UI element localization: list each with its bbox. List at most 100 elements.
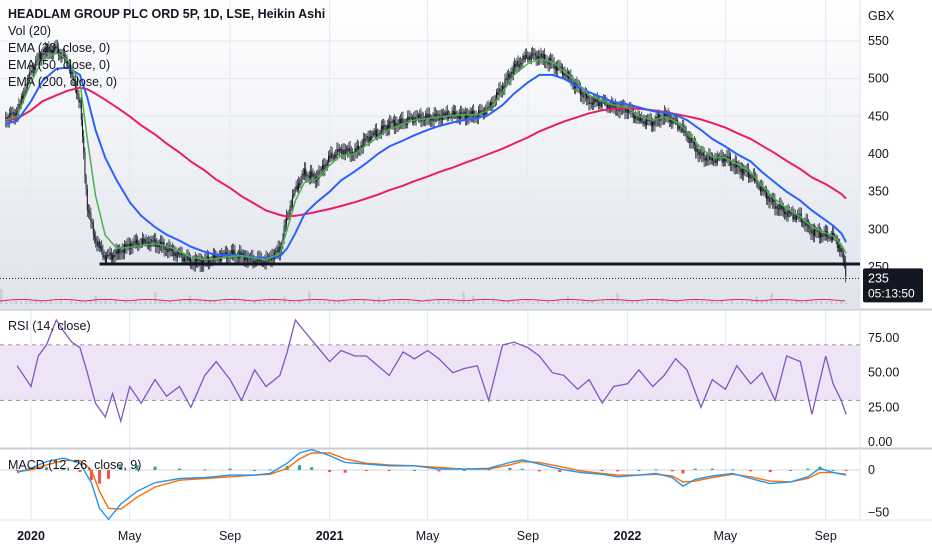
- candle-body: [276, 250, 278, 253]
- candle-body: [468, 115, 470, 118]
- candle-body: [731, 163, 733, 165]
- candle-body: [791, 212, 793, 214]
- volume-bar: [357, 302, 361, 304]
- volume-bar: [84, 301, 87, 304]
- macd-histogram-bar: [768, 470, 772, 473]
- macd-histogram-bar: [412, 470, 416, 471]
- candle-body: [830, 236, 832, 241]
- candle-body: [112, 254, 114, 260]
- candle-body: [738, 164, 740, 168]
- candle-body: [221, 252, 223, 261]
- candle-body: [371, 135, 373, 141]
- legend-ema20[interactable]: EMA (20, close, 0): [8, 41, 111, 55]
- candle-body: [256, 261, 258, 264]
- candle-body: [733, 164, 735, 168]
- candle-body: [840, 248, 842, 252]
- volume-bar: [218, 301, 222, 304]
- volume-bar: [198, 300, 202, 304]
- candle-body: [692, 141, 694, 143]
- candle-body: [212, 254, 214, 262]
- candle-body: [292, 195, 294, 207]
- candle-body: [25, 88, 27, 91]
- candle-body: [196, 257, 198, 262]
- candle-body: [133, 241, 135, 243]
- volume-bar: [705, 301, 709, 304]
- volume-bar: [482, 300, 485, 304]
- candle-body: [356, 145, 358, 152]
- candle-body: [47, 46, 49, 52]
- candle-body: [253, 260, 255, 265]
- candle-body: [767, 195, 769, 200]
- candle-body: [766, 192, 768, 200]
- candle-body: [382, 125, 384, 130]
- volume-bar: [785, 300, 788, 304]
- candle-body: [348, 147, 350, 152]
- candle-body: [311, 171, 313, 177]
- candle-body: [385, 126, 387, 130]
- candle-body: [137, 239, 139, 247]
- candle-body: [332, 157, 334, 159]
- volume-bar: [109, 302, 112, 304]
- volume-bar: [119, 302, 122, 304]
- candle-body: [553, 62, 555, 69]
- macd-legend[interactable]: MACD (12, 26, close, 9): [8, 458, 142, 472]
- candle-body: [768, 195, 770, 203]
- candle-body: [635, 116, 637, 120]
- volume-bar: [581, 300, 585, 304]
- candle-body: [72, 71, 74, 81]
- candle-body: [812, 230, 814, 236]
- candle-body: [440, 115, 442, 120]
- candle-body: [209, 260, 211, 264]
- volume-bar: [497, 302, 500, 304]
- candle-body: [772, 198, 774, 203]
- candle-body: [270, 256, 272, 262]
- price-axis-unit: GBX: [868, 9, 895, 23]
- legend-ema200[interactable]: EMA (200, close, 0): [8, 75, 118, 89]
- candle-body: [179, 253, 181, 256]
- candle-body: [34, 66, 36, 70]
- candle-body: [420, 113, 422, 122]
- candle-body: [67, 65, 69, 67]
- candle-body: [491, 102, 493, 108]
- candle-body: [30, 70, 32, 72]
- volume-bar: [646, 300, 649, 304]
- candle-body: [503, 86, 505, 89]
- candle-body: [197, 259, 199, 262]
- candle-body: [547, 60, 549, 65]
- volume-bar: [288, 300, 291, 304]
- candle-body: [210, 260, 212, 262]
- volume-bar: [840, 300, 843, 304]
- candle-body: [354, 148, 356, 155]
- candle-body: [524, 54, 526, 60]
- candle-body: [498, 88, 500, 95]
- macd-histogram-bar: [520, 468, 524, 470]
- legend-ema50[interactable]: EMA (50, close, 0): [8, 58, 111, 72]
- candle-body: [329, 155, 331, 159]
- legend-vol[interactable]: Vol (20): [8, 24, 52, 38]
- volume-bar: [164, 301, 167, 304]
- candle-body: [815, 229, 817, 231]
- candle-body: [565, 75, 567, 78]
- candle-body: [539, 57, 541, 59]
- volume-bar: [248, 302, 252, 304]
- candle-body: [301, 173, 303, 179]
- candle-body: [162, 242, 164, 247]
- candle-body: [424, 119, 426, 121]
- candle-body: [716, 155, 718, 164]
- rsi-legend[interactable]: RSI (14, close): [8, 319, 91, 333]
- candle-body: [142, 238, 144, 246]
- candle-body: [673, 118, 675, 120]
- macd-histogram-bar: [387, 470, 391, 471]
- volume-bar: [44, 302, 48, 304]
- candle-body: [805, 220, 807, 226]
- candle-body: [788, 209, 790, 214]
- candle-body: [740, 168, 742, 173]
- candle-body: [182, 257, 184, 262]
- candle-body: [241, 252, 243, 256]
- candle-body: [751, 177, 753, 179]
- candle-body: [106, 255, 108, 263]
- time-tick-label: 2020: [17, 529, 45, 543]
- candle-body: [391, 122, 393, 124]
